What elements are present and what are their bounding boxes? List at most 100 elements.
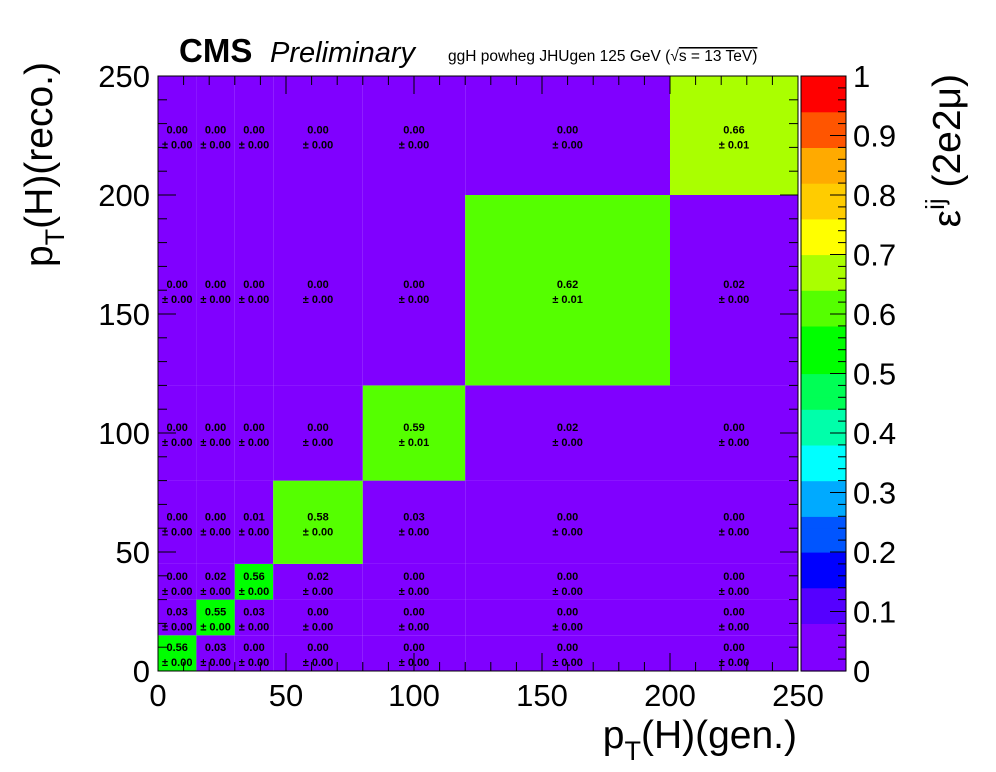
cell-value-label: 0.00 [307, 642, 328, 654]
cell-error-label: ± 0.00 [162, 526, 193, 538]
palette-swatch [801, 87, 846, 101]
cell-value-label: 0.00 [166, 422, 187, 434]
y-tick-label: 0 [133, 654, 150, 689]
cell-value-label: 0.03 [205, 642, 226, 654]
palette-tick-label: 0.9 [853, 119, 896, 154]
heatmap-cell [158, 480, 197, 564]
palette-swatch [801, 111, 846, 125]
heatmap-cell [196, 563, 235, 600]
cell-value-label: 0.00 [166, 125, 187, 137]
heatmap-cell [273, 385, 363, 481]
cell-value-label: 0.58 [307, 511, 328, 523]
y-tick-label: 150 [98, 297, 150, 332]
palette-swatch [801, 278, 846, 291]
heatmap-cell [196, 385, 235, 481]
cell-value-label: 0.00 [723, 422, 744, 434]
heatmap-cell [670, 635, 798, 671]
heatmap-cell [670, 480, 798, 564]
cell-error-label: ± 0.00 [303, 586, 334, 598]
heatmap-cell [465, 599, 670, 636]
palette-swatch [801, 147, 846, 160]
palette-swatch [801, 171, 846, 184]
heatmap-cell [465, 195, 670, 386]
y-tick-label: 100 [98, 416, 150, 451]
cell-error-label: ± 0.01 [399, 437, 430, 449]
palette-swatch [801, 647, 846, 660]
palette-swatch [801, 349, 846, 363]
cell-value-label: 0.00 [243, 125, 264, 137]
cell-value-label: 0.00 [403, 642, 424, 654]
heatmap-cell [670, 563, 798, 600]
cell-error-label: ± 0.00 [552, 526, 583, 538]
heatmap-cell [362, 385, 466, 481]
y-tick-label: 250 [98, 59, 150, 94]
palette-swatch [801, 373, 846, 386]
heatmap-cell [670, 76, 798, 195]
cell-error-label: ± 0.01 [719, 140, 750, 152]
heatmap-cell [273, 563, 363, 600]
cell-error-label: ± 0.00 [200, 586, 231, 598]
palette-swatch [801, 623, 846, 636]
heatmap-cell [158, 599, 197, 636]
cell-error-label: ± 0.00 [303, 140, 334, 152]
heatmap-cell [273, 76, 363, 195]
heatmap-cell [465, 480, 670, 564]
palette-swatch [801, 230, 846, 244]
cell-error-label: ± 0.00 [239, 437, 270, 449]
cell-value-label: 0.56 [243, 571, 264, 583]
cell-error-label: ± 0.00 [239, 294, 270, 306]
cell-value-label: 0.00 [307, 279, 328, 291]
heatmap-cell [465, 76, 670, 195]
cell-error-label: ± 0.00 [399, 294, 430, 306]
cell-error-label: ± 0.00 [162, 657, 193, 669]
cell-value-label: 0.00 [205, 511, 226, 523]
cell-value-label: 0.02 [205, 571, 226, 583]
cell-value-labels: 0.56 ± 0.00 0.03 ± 0.00 0.00 ± 0.00 0.00 ± 0.00… [162, 125, 749, 670]
cell-error-label: ± 0.00 [552, 140, 583, 152]
heatmap-cell [234, 195, 274, 386]
palette-swatch [801, 385, 846, 398]
palette-swatch [801, 504, 846, 517]
cell-error-label: ± 0.00 [552, 586, 583, 598]
x-tick-label: 200 [644, 678, 696, 713]
palette-swatch [801, 587, 846, 601]
heatmap-cell [362, 195, 466, 386]
palette-tick-label: 0.4 [853, 416, 896, 451]
cell-error-label: ± 0.00 [719, 657, 750, 669]
heatmap-cell [158, 76, 197, 195]
cell-value-label: 0.02 [307, 571, 328, 583]
x-tick-label: 250 [772, 678, 824, 713]
cell-value-label: 0.02 [723, 279, 744, 291]
cell-error-label: ± 0.00 [239, 140, 270, 152]
cell-value-label: 0.00 [723, 606, 744, 618]
palette-swatch [801, 659, 846, 672]
cell-value-label: 0.00 [723, 511, 744, 523]
cell-error-label: ± 0.00 [239, 621, 270, 633]
heatmap-cell [670, 599, 798, 636]
cell-error-label: ± 0.00 [303, 294, 334, 306]
heatmap-cell [362, 76, 466, 195]
palette-swatch [801, 552, 846, 565]
cell-value-label: 0.00 [166, 279, 187, 291]
palette-tick-label: 1 [853, 59, 870, 94]
cell-value-label: 0.00 [243, 642, 264, 654]
cell-error-label: ± 0.00 [719, 294, 750, 306]
heatmap-cell [273, 195, 363, 386]
y-tick-label: 200 [98, 178, 150, 213]
palette-swatch [801, 99, 846, 113]
palette-swatch [801, 397, 846, 410]
palette-swatch [801, 266, 846, 279]
palette-swatch [801, 480, 846, 494]
cell-value-label: 0.03 [166, 606, 187, 618]
palette-swatch [801, 421, 846, 434]
cell-value-label: 0.55 [205, 606, 226, 618]
cell-error-label: ± 0.00 [200, 437, 231, 449]
cell-error-label: ± 0.00 [303, 657, 334, 669]
palette-swatch [801, 611, 846, 624]
plot-axes: 0 50 100 150 200 250 0 50 100 150 200 250 [98, 59, 824, 713]
palette-swatch [801, 76, 846, 89]
heatmap-cell [234, 385, 274, 481]
heatmap-cell [362, 599, 466, 636]
heatmap-cell [273, 480, 363, 564]
